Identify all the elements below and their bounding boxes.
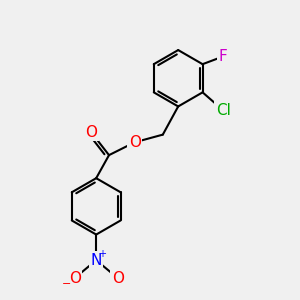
Text: F: F: [219, 49, 227, 64]
Text: N: N: [91, 253, 102, 268]
Text: O: O: [112, 271, 124, 286]
Text: O: O: [85, 124, 97, 140]
Text: −: −: [62, 279, 72, 289]
Text: Cl: Cl: [216, 103, 230, 118]
Text: +: +: [98, 249, 106, 259]
Text: O: O: [129, 135, 141, 150]
Text: O: O: [69, 271, 81, 286]
